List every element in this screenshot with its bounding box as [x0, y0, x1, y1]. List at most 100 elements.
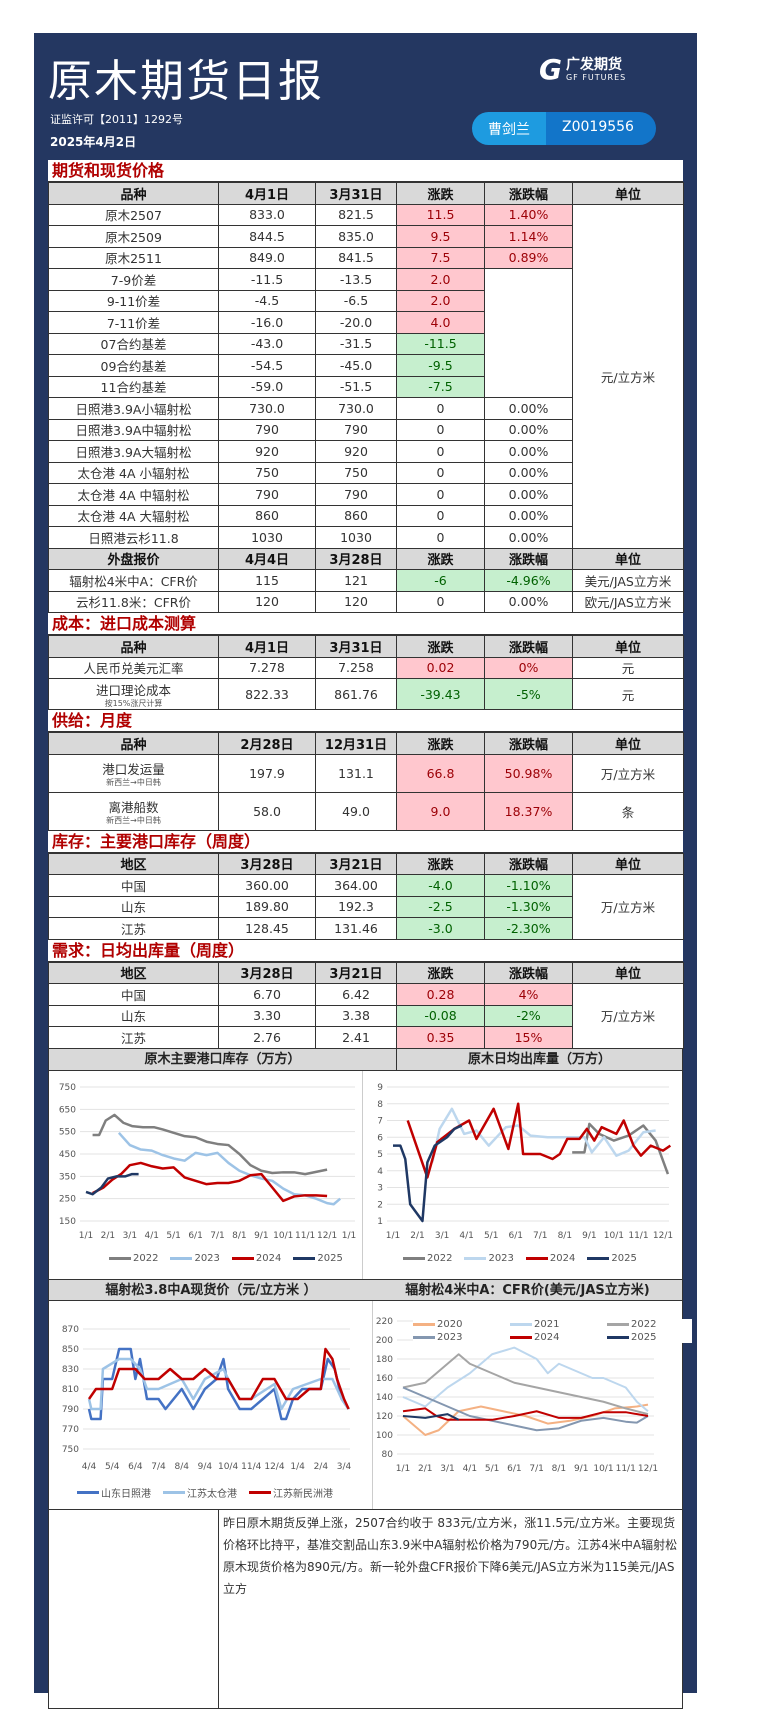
column-header: 品种 — [48, 182, 219, 205]
data-table: 地区 3月28日 3月21日 涨跌 涨跌幅 单位 中国 6.70 6.42 0.28 4% 万/立方米… — [48, 961, 684, 1049]
change-pct — [484, 333, 573, 355]
change: 0 — [396, 526, 485, 549]
item-name-text: 港口发运量 — [102, 762, 165, 777]
series-line-江苏太仓港 — [87, 1357, 350, 1410]
change: -0.08 — [396, 1004, 485, 1027]
current-value: 790 — [218, 418, 316, 441]
data-table: 品种 4月1日 3月31日 涨跌 涨跌幅 单位 原木2507 833.0 821.5 11.5 1.… — [48, 182, 684, 613]
x-tick-label: 3/1 — [123, 1231, 137, 1241]
table-row: 7-11价差 -16.0 -20.0 4.0 — [48, 311, 684, 334]
previous-value: -6.5 — [315, 289, 397, 312]
y-tick-label: 8 — [377, 1099, 383, 1109]
legend-item: 山东日照港 — [77, 1485, 151, 1500]
change: 0 — [396, 440, 485, 463]
unit: 条 — [572, 791, 684, 831]
change-pct: 0.00% — [484, 504, 573, 527]
legend-label: 2023 — [437, 1331, 463, 1343]
current-value: -54.5 — [218, 354, 316, 377]
table-row: 离港船数 新西兰→中日韩 58.0 49.0 9.0 18.37% 条 — [48, 791, 684, 831]
item-name: 江苏 — [48, 917, 219, 940]
column-header: 涨跌幅 — [484, 635, 573, 658]
legend-label: 2023 — [194, 1252, 220, 1264]
change: 11.5 — [396, 203, 485, 226]
y-tick-label: 3 — [377, 1183, 383, 1193]
change: -2.5 — [396, 895, 485, 918]
column-header: 地区 — [48, 852, 219, 875]
legend-swatch — [109, 1256, 131, 1260]
previous-value: -31.5 — [315, 332, 397, 355]
table-row: 11合约基差 -59.0 -51.5 -7.5 — [48, 375, 684, 398]
item-name: 日照港3.9A中辐射松 — [48, 418, 219, 441]
column-header: 3月31日 — [315, 182, 397, 205]
change-pct: 4% — [484, 983, 573, 1006]
series-line-2024 — [92, 1161, 328, 1202]
current-value: -59.0 — [218, 375, 316, 398]
column-header: 3月28日 — [218, 852, 316, 875]
y-tick-label: 750 — [62, 1445, 79, 1455]
change-pct: 0.00% — [484, 461, 573, 484]
x-tick-label: 10/4 — [218, 1462, 238, 1472]
legend-label: 山东日照港 — [101, 1488, 151, 1500]
x-tick-label: 7/1 — [533, 1231, 547, 1241]
legend-item: 2023 — [170, 1252, 220, 1264]
legend-swatch — [464, 1256, 487, 1260]
change: -9.5 — [396, 354, 485, 377]
section-title: 库存：主要港口库存（周度） — [48, 831, 683, 853]
table-row: 太仓港 4A 中辐射松 790 790 0 0.00% — [48, 483, 684, 506]
y-tick-label: 850 — [62, 1345, 79, 1355]
change: -39.43 — [396, 678, 485, 710]
series-line-2022 — [92, 1113, 328, 1175]
unit: 万/立方米 — [572, 983, 684, 1049]
current-value: 844.5 — [218, 225, 316, 248]
x-tick-label: 1/1 — [386, 1231, 400, 1241]
legend-item: 2024 — [231, 1253, 281, 1264]
previous-value: 790 — [315, 483, 397, 506]
table-header-row: 品种 2月28日 12月31日 涨跌 涨跌幅 单位 — [48, 732, 684, 755]
y-tick-label: 250 — [59, 1194, 76, 1204]
item-name: 太仓港 4A 小辐射松 — [48, 461, 219, 484]
legend-swatch — [525, 1256, 548, 1260]
change: 7.5 — [396, 246, 485, 269]
change-pct: 1.14% — [484, 225, 573, 248]
report-date: 2025年4月2日 — [50, 135, 137, 149]
series-line-2024 — [406, 1102, 672, 1179]
legend-label: 2022 — [133, 1252, 159, 1264]
current-value: 120 — [218, 590, 316, 613]
x-tick-label: 9/4 — [198, 1462, 213, 1472]
table-row: 太仓港 4A 小辐射松 750 750 0 0.00% — [48, 461, 684, 484]
previous-value: 120 — [315, 590, 397, 613]
x-tick-label: 10/1 — [593, 1464, 613, 1474]
x-tick-label: 12/1 — [638, 1464, 658, 1474]
y-tick-label: 80 — [382, 1450, 394, 1460]
analyst-id: Z0019556 — [546, 112, 656, 145]
previous-value: 364.00 — [315, 874, 397, 897]
column-header: 涨跌 — [396, 732, 485, 755]
item-name-text: 离港船数 — [108, 800, 159, 815]
column-header: 4月4日 — [218, 547, 316, 570]
legend-label: 江苏新民洲港 — [273, 1488, 333, 1500]
x-tick-label: 9/1 — [254, 1231, 268, 1241]
data-table: 地区 3月28日 3月21日 涨跌 涨跌幅 单位 中国 360.00 364.00 -4.0 -1.… — [48, 852, 684, 940]
change: 66.8 — [396, 753, 485, 793]
x-tick-label: 5/4 — [105, 1462, 120, 1472]
table-row: 港口发运量 新西兰→中日韩 197.9 131.1 66.8 50.98% 万/立方米 — [48, 753, 684, 793]
table-row: 江苏 2.76 2.41 0.35 15% — [48, 1026, 684, 1049]
x-tick-label: 4/1 — [459, 1231, 473, 1241]
page-title: 原木期货日报 — [48, 56, 324, 107]
table-row: 山东 189.80 192.3 -2.5 -1.30% — [48, 895, 684, 918]
table-row: 山东 3.30 3.38 -0.08 -2% — [48, 1004, 684, 1027]
item-name: 江苏 — [48, 1026, 219, 1049]
table-header-row: 品种 4月1日 3月31日 涨跌 涨跌幅 单位 — [48, 635, 684, 658]
table-row: 9-11价差 -4.5 -6.5 2.0 — [48, 289, 684, 312]
current-value: 197.9 — [218, 753, 316, 793]
change-pct — [484, 354, 573, 376]
gf-futures-logo: G 广发期货 GF FUTURES — [539, 53, 626, 86]
item-name: 原木2511 — [48, 246, 219, 269]
y-tick-label: 450 — [59, 1150, 76, 1160]
change: 0.02 — [396, 656, 485, 679]
current-value: 833.0 — [218, 203, 316, 226]
series-line-2023 — [117, 1131, 342, 1205]
x-tick-label: 6/1 — [188, 1231, 202, 1241]
previous-value: 3.38 — [315, 1004, 397, 1027]
previous-value: 192.3 — [315, 895, 397, 918]
